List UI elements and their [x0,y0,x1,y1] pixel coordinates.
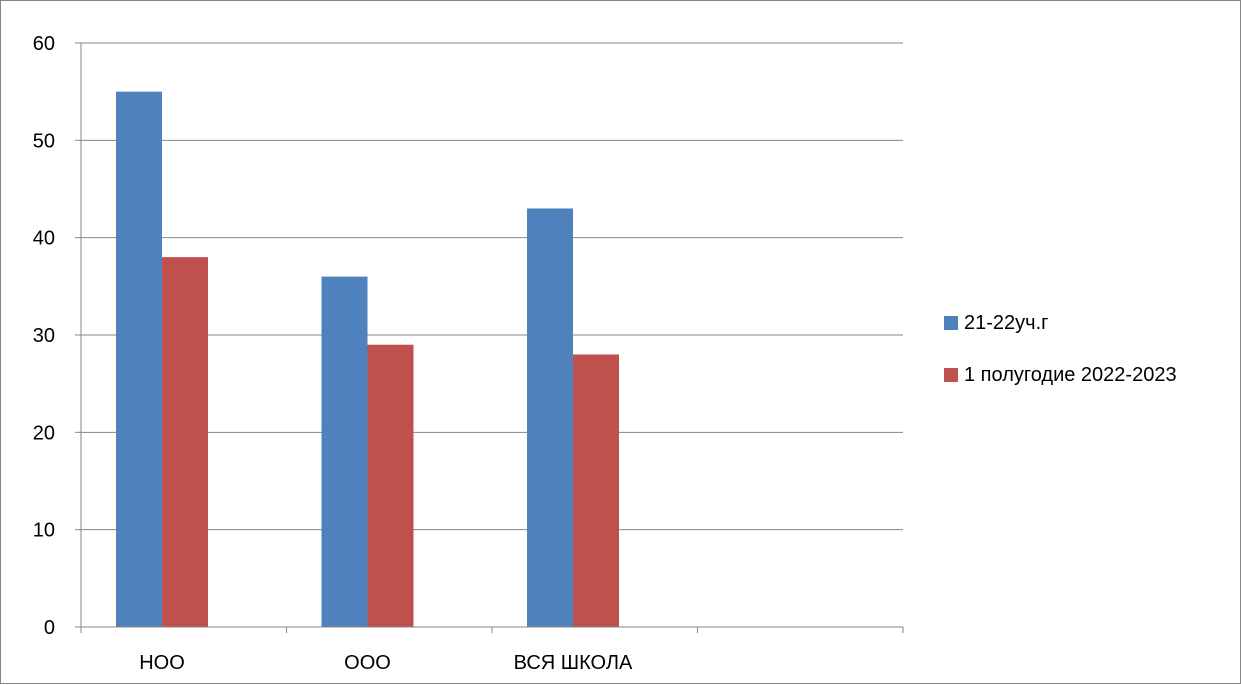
x-axis-category-labels: НОО ООО ВСЯ ШКОЛА [139,652,633,674]
legend-swatch [944,316,958,330]
y-tick-label: 30 [33,325,55,347]
legend-swatch [944,368,958,382]
y-axis-tick-labels: 0 10 20 30 40 50 60 [33,33,55,639]
bar [321,276,368,627]
axes [80,43,904,633]
y-tick-label: 20 [33,422,55,444]
y-tick-label: 40 [33,228,55,250]
x-category-label: ООО [344,652,391,674]
legend-label: 1 полугодие 2022-2023 [964,364,1177,386]
bar [116,91,162,627]
legend: 21-22уч.г 1 полугодие 2022-2023 [944,312,1177,386]
bar [367,344,414,627]
gridlines [75,42,903,628]
y-tick-label: 50 [33,130,55,152]
bar [162,257,208,627]
x-category-label: НОО [139,652,185,674]
y-tick-label: 0 [44,617,55,639]
legend-label: 21-22уч.г [964,312,1048,334]
x-category-label: ВСЯ ШКОЛА [514,652,633,674]
y-tick-label: 60 [33,33,55,55]
bars [116,91,619,627]
bar [527,208,573,627]
bar [573,354,619,627]
y-tick-label: 10 [33,520,55,542]
